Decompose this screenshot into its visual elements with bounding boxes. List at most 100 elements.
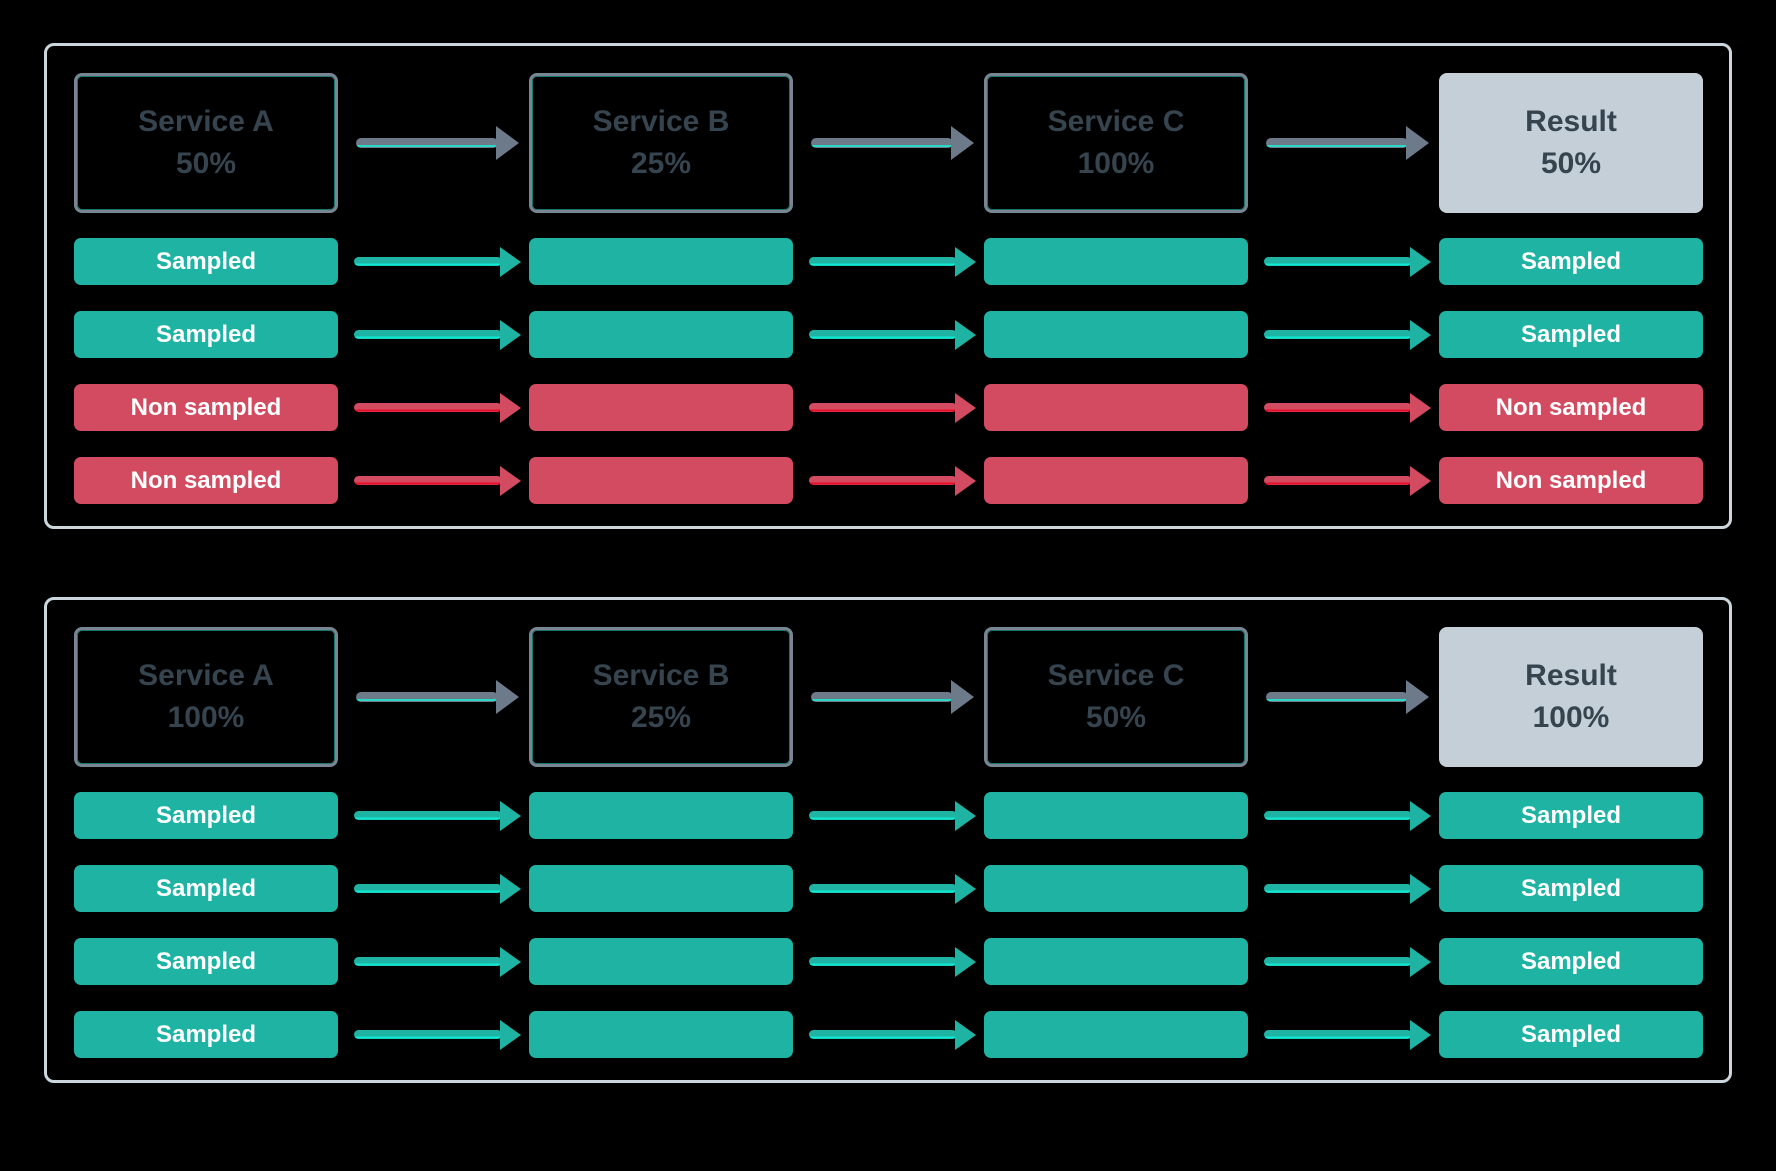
service-sample-rate: 50% [175,147,237,180]
trace-label: Sampled [155,320,257,348]
trace-pill: Sampled [74,311,338,358]
trace-pill [529,311,793,358]
trace-pill [984,865,1248,912]
trace-arrow-icon [1248,246,1439,277]
trace-label: Non sampled [130,466,282,494]
service-box: Service A 50% [74,73,338,213]
flow-arrow-icon [338,126,529,160]
trace-arrow-icon [338,392,529,423]
service-name: Service A [138,658,274,692]
trace-arrow-icon [1248,800,1439,831]
trace-arrow-icon [793,319,984,350]
trace-row: Sampled Sampled [74,938,1703,985]
flow-arrow-icon [1248,126,1439,160]
trace-arrow-icon [1248,319,1439,350]
trace-pill: Non sampled [74,384,338,431]
trace-row: Sampled Sampled [74,865,1703,912]
trace-arrow-icon [338,946,529,977]
trace-row: Non sampled Non sampled [74,384,1703,431]
trace-pill: Sampled [1439,865,1703,912]
service-name: Service C [1047,658,1185,692]
trace-label: Sampled [1520,247,1622,275]
trace-label: Non sampled [1495,393,1647,421]
trace-arrow-icon [793,465,984,496]
service-sample-rate: 25% [630,701,692,734]
trace-arrow-icon [793,946,984,977]
trace-label: Sampled [1520,320,1622,348]
trace-row: Sampled Sampled [74,792,1703,839]
result-name: Result [1525,658,1617,692]
service-name: Service B [592,104,730,138]
service-box: Service C 100% [984,73,1248,213]
trace-label: Sampled [1520,801,1622,829]
result-sample-rate: 100% [1532,701,1610,734]
trace-pill [529,865,793,912]
trace-pill [984,311,1248,358]
trace-arrow-icon [338,1019,529,1050]
sampling-panel-2: Service A 100% Service B 25% Service C 5… [44,597,1732,1083]
result-box: Result 50% [1439,73,1703,213]
trace-row: Sampled Sampled [74,311,1703,358]
trace-arrow-icon [1248,1019,1439,1050]
trace-pill: Sampled [1439,238,1703,285]
trace-label: Sampled [1520,1020,1622,1048]
service-sample-rate: 100% [1077,147,1155,180]
trace-pill [984,238,1248,285]
service-name: Service C [1047,104,1185,138]
service-flow-row: Service A 100% Service B 25% Service C 5… [74,627,1703,767]
trace-arrow-icon [338,873,529,904]
result-name: Result [1525,104,1617,138]
service-sample-rate: 25% [630,147,692,180]
trace-row: Non sampled Non sampled [74,457,1703,504]
service-sample-rate: 100% [167,701,245,734]
trace-label: Sampled [155,1020,257,1048]
trace-pill [984,457,1248,504]
trace-arrow-icon [1248,465,1439,496]
trace-arrow-icon [1248,392,1439,423]
flow-arrow-icon [338,680,529,714]
flow-arrow-icon [793,126,984,160]
trace-pill: Sampled [1439,311,1703,358]
trace-label: Non sampled [1495,466,1647,494]
trace-row: Sampled Sampled [74,238,1703,285]
trace-pill [984,938,1248,985]
service-sample-rate: 50% [1085,701,1147,734]
trace-pill [529,1011,793,1058]
trace-arrow-icon [338,246,529,277]
trace-pill: Sampled [74,1011,338,1058]
trace-pill [984,1011,1248,1058]
trace-label: Sampled [1520,947,1622,975]
trace-label: Sampled [155,801,257,829]
trace-arrow-icon [338,319,529,350]
trace-pill [529,238,793,285]
trace-pill: Non sampled [1439,384,1703,431]
trace-pill [984,792,1248,839]
trace-label: Sampled [155,947,257,975]
trace-arrow-icon [793,392,984,423]
service-box: Service B 25% [529,627,793,767]
trace-arrow-icon [793,246,984,277]
trace-arrow-icon [793,800,984,831]
trace-pill: Sampled [1439,792,1703,839]
service-name: Service A [138,104,274,138]
service-box: Service A 100% [74,627,338,767]
trace-arrow-icon [1248,873,1439,904]
trace-pill [529,792,793,839]
result-box: Result 100% [1439,627,1703,767]
trace-pill: Non sampled [74,457,338,504]
trace-label: Sampled [155,247,257,275]
trace-label: Non sampled [130,393,282,421]
trace-row: Sampled Sampled [74,1011,1703,1058]
trace-pill [529,384,793,431]
trace-pill [529,457,793,504]
trace-arrow-icon [338,465,529,496]
service-box: Service C 50% [984,627,1248,767]
service-flow-row: Service A 50% Service B 25% Service C 10… [74,73,1703,213]
flow-arrow-icon [1248,680,1439,714]
trace-pill [529,938,793,985]
trace-pill [984,384,1248,431]
trace-pill: Sampled [74,792,338,839]
trace-label: Sampled [155,874,257,902]
flow-arrow-icon [793,680,984,714]
trace-pill: Sampled [1439,1011,1703,1058]
